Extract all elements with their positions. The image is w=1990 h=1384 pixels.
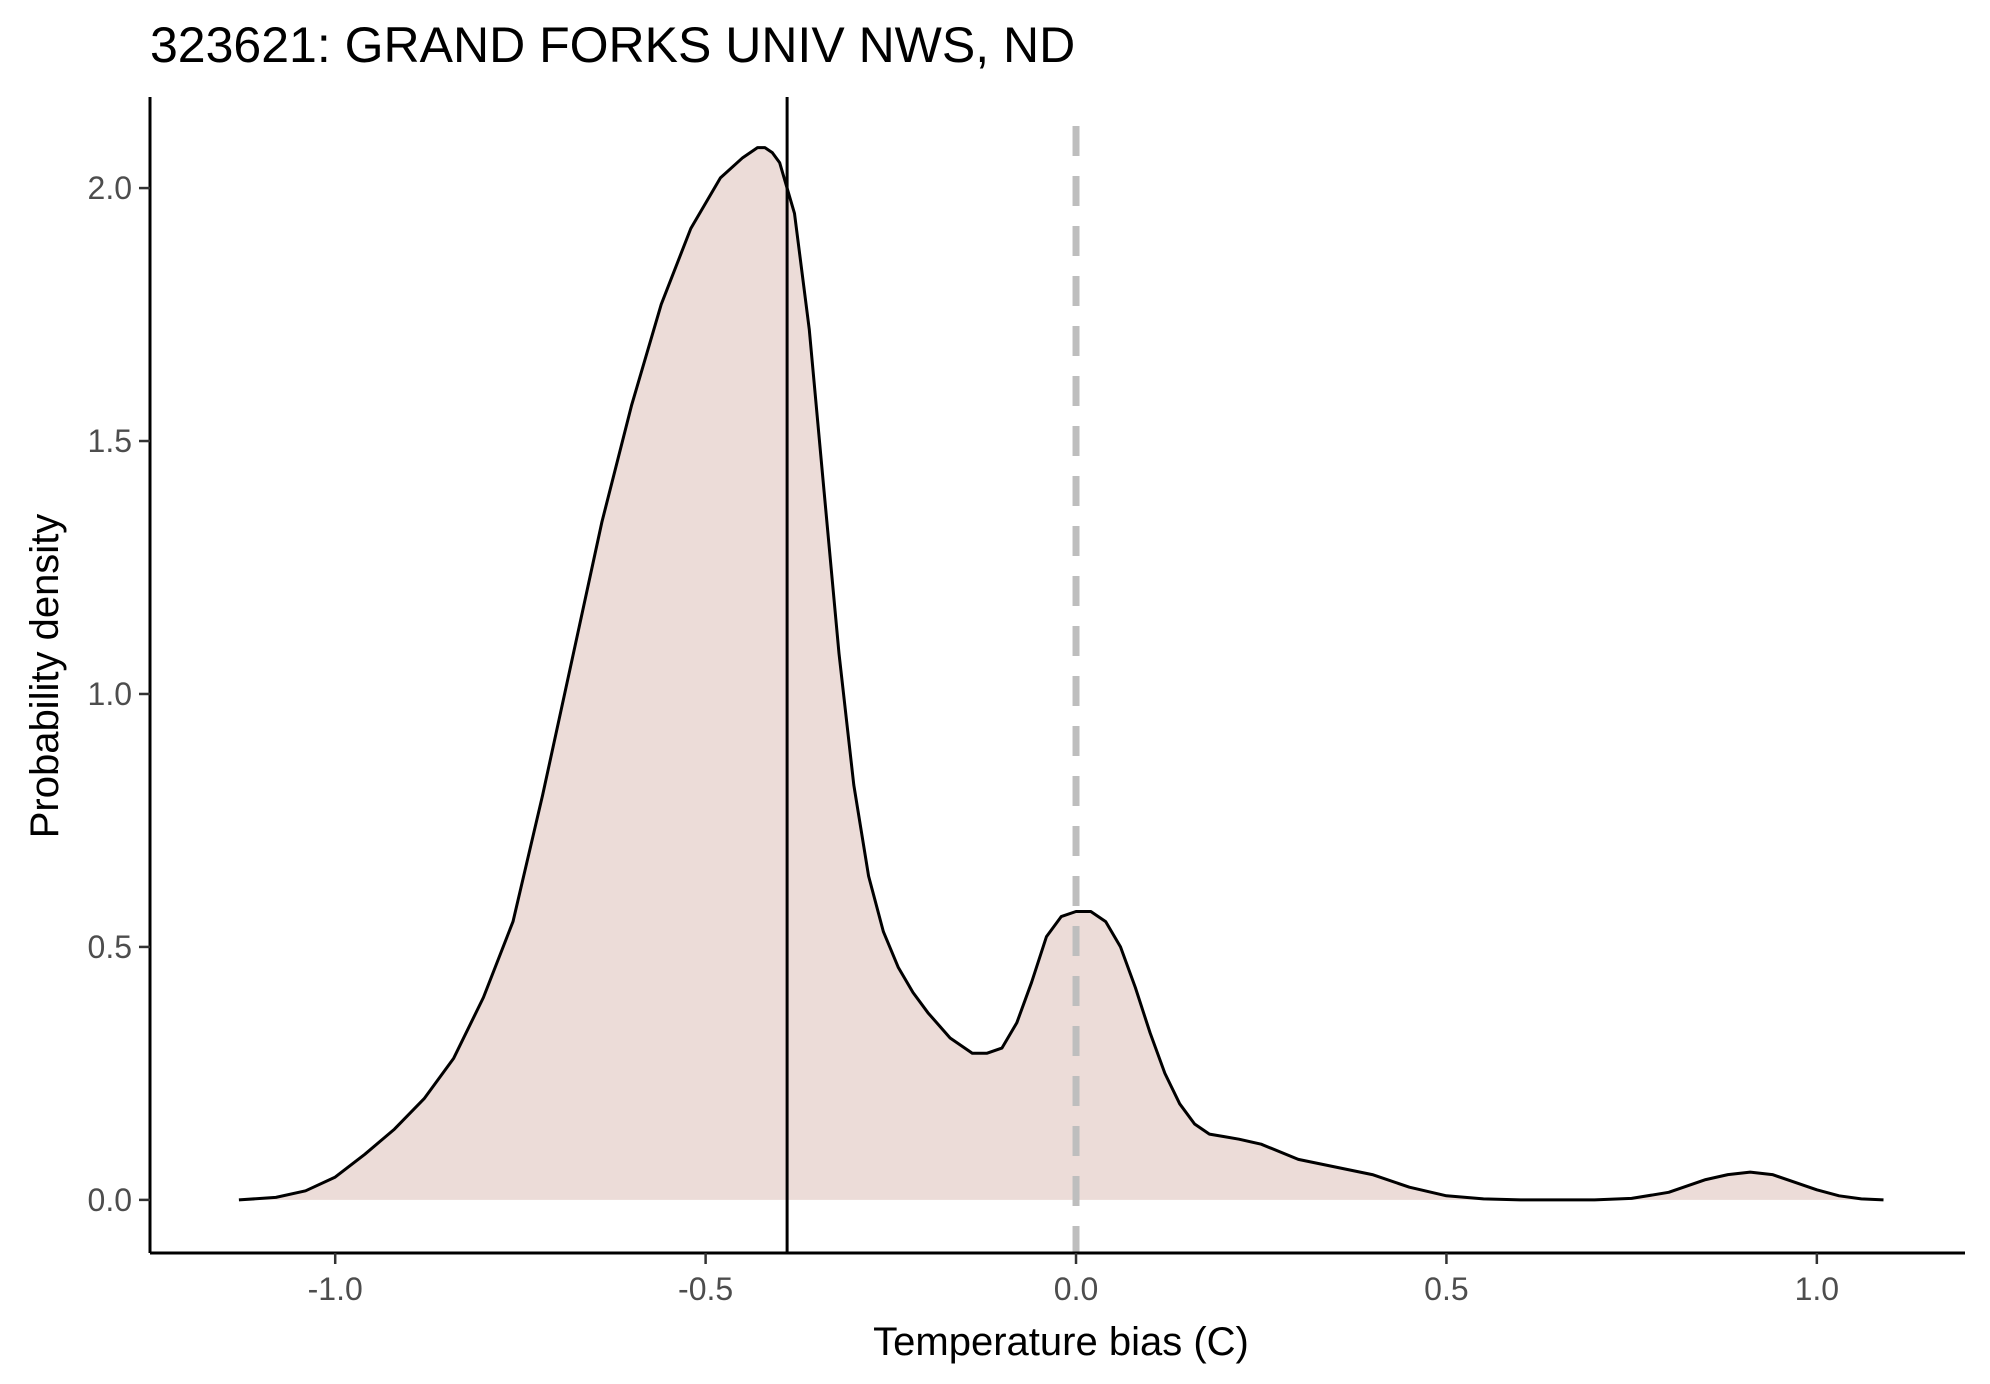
y-tick-label: 0.5 [88, 929, 132, 965]
plot-area [238, 97, 1884, 1253]
density-curve [238, 146, 1884, 1202]
axes: -1.0 -0.5 0.0 0.5 1.0 0.0 0.5 1.0 1.5 2.0 [88, 97, 1965, 1307]
x-tick-label: -1.0 [308, 1271, 363, 1307]
y-tick-label: 1.5 [88, 423, 132, 459]
y-axis-title: Probability density [23, 514, 67, 839]
y-tick-label: 2.0 [88, 170, 132, 206]
x-tick-label: -0.5 [678, 1271, 733, 1307]
x-tick-label: 1.0 [1795, 1271, 1839, 1307]
x-tick-label: 0.0 [1054, 1271, 1098, 1307]
y-tick-label: 1.0 [88, 676, 132, 712]
x-axis-title: Temperature bias (C) [873, 1320, 1249, 1364]
chart-title: 323621: GRAND FORKS UNIV NWS, ND [150, 17, 1075, 73]
density-fill [238, 147, 1884, 1200]
y-tick-label: 0.0 [88, 1182, 132, 1218]
x-tick-label: 0.5 [1424, 1271, 1468, 1307]
